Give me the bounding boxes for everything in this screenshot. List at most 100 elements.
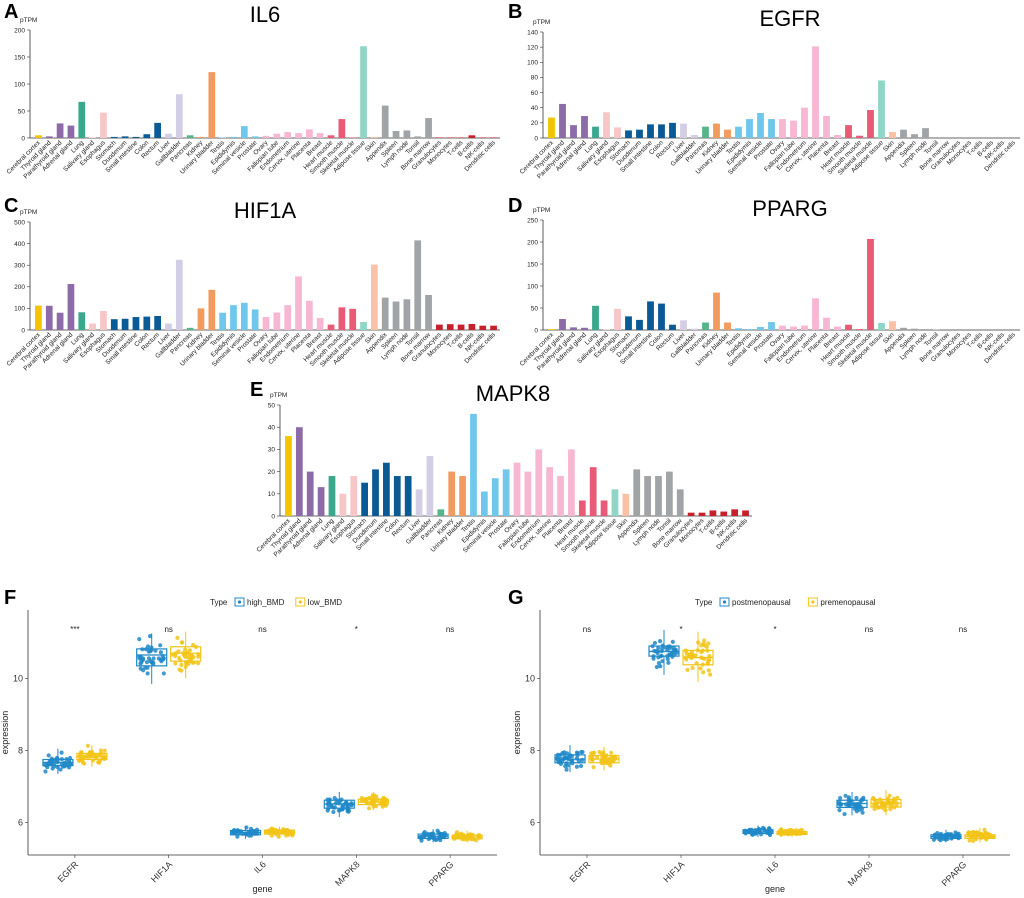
bar-skin [371, 136, 378, 138]
x-tick-label: PPARG [940, 859, 969, 888]
bar-cervix-uterine [812, 298, 819, 330]
bar-t-cells [457, 324, 465, 330]
data-point [854, 795, 859, 801]
bar-adrenal-gland [67, 125, 75, 138]
data-point [694, 661, 699, 666]
data-point [426, 836, 431, 842]
bar-parathyroid-gland [56, 312, 64, 330]
data-point [578, 763, 584, 769]
significance-label: ns [164, 625, 172, 634]
chart-title: HIF1A [234, 198, 297, 223]
bar-kidney [197, 308, 205, 330]
y-tick-label: 250 [527, 217, 538, 224]
data-point [79, 750, 84, 756]
data-point [792, 831, 797, 836]
bar-skin [889, 321, 896, 330]
legend: Type high_BMD low_BMD [210, 597, 342, 607]
bar-duodenum [636, 319, 643, 330]
bar-placenta [305, 300, 313, 330]
data-point [43, 769, 48, 774]
data-point [438, 835, 443, 840]
bar-placenta [823, 116, 830, 138]
data-point [149, 647, 154, 652]
data-point [696, 640, 701, 645]
bar-epididymis [480, 491, 488, 516]
bar-adrenal-gland [317, 487, 325, 516]
bar-smooth-muscle [856, 329, 863, 330]
data-point [442, 831, 447, 836]
bar-endometrium [801, 325, 808, 330]
bar-colon [658, 303, 665, 330]
panel-label: D [508, 195, 522, 217]
data-point [569, 758, 574, 763]
box-egfr-postmenopausal [554, 745, 586, 773]
data-point [326, 799, 331, 804]
data-point [563, 763, 568, 769]
data-point [659, 653, 664, 658]
data-point [183, 647, 188, 652]
y-tick-label: 8 [18, 746, 23, 756]
significance-label: ns [258, 625, 266, 634]
bar-esophagus [100, 310, 107, 330]
data-point [372, 793, 377, 798]
bar-lung [592, 305, 599, 330]
data-point [575, 753, 580, 758]
data-point [193, 644, 199, 650]
bar-placenta [823, 317, 830, 330]
data-point [54, 755, 60, 760]
bar-adipose-tissue [878, 80, 885, 138]
bar-heart-muscle [327, 135, 335, 138]
bar-prostate [768, 322, 775, 330]
box-pparg-high-bmd [417, 828, 449, 843]
bar-pancreas [702, 322, 709, 330]
bar-placenta [557, 476, 564, 516]
data-point [138, 654, 143, 659]
data-point [969, 834, 974, 840]
data-point [938, 832, 944, 838]
significance-label: * [773, 625, 776, 634]
box-egfr-premenopausal [588, 746, 620, 771]
panel-label: A [4, 1, 18, 23]
data-point [971, 829, 976, 835]
data-point [985, 831, 990, 836]
bar-lymph-node [922, 329, 929, 330]
legend-key-dot [722, 600, 727, 604]
bar-t-cells [709, 510, 717, 516]
data-point [98, 752, 103, 757]
bar-breast [568, 449, 575, 516]
data-point [860, 810, 865, 815]
y-tick-label: 120 [527, 44, 538, 51]
data-point [670, 639, 675, 644]
data-point [336, 808, 341, 813]
data-point [705, 648, 710, 653]
data-point [161, 656, 166, 661]
data-point [657, 638, 663, 644]
bar-testis [219, 312, 227, 330]
bar-duodenum [636, 129, 643, 138]
data-point [371, 804, 376, 809]
panel-label: C [4, 195, 18, 217]
legend-title: Type [210, 598, 228, 607]
bar-cerebral-cortex [548, 329, 555, 330]
data-point [700, 656, 705, 661]
x-tick-label: EGFR [568, 859, 593, 884]
bar-stomach [625, 130, 632, 138]
bar-liver [680, 123, 687, 138]
data-point [892, 805, 897, 810]
y-axis-unit: pTPM [20, 209, 37, 216]
data-point [876, 805, 881, 810]
x-tick-label: IL6 [764, 859, 780, 875]
bar-salivary-gland [89, 137, 96, 138]
bar-skeletal-muscle [349, 137, 357, 138]
data-point [589, 751, 594, 756]
data-point [698, 666, 703, 671]
data-point [611, 759, 616, 764]
bar-skin [371, 264, 378, 330]
significance-label: ns [865, 625, 873, 634]
data-point [788, 829, 793, 834]
data-point [476, 833, 481, 839]
bar-adrenal-gland [581, 327, 588, 330]
data-point [90, 758, 96, 763]
data-point [176, 655, 182, 661]
